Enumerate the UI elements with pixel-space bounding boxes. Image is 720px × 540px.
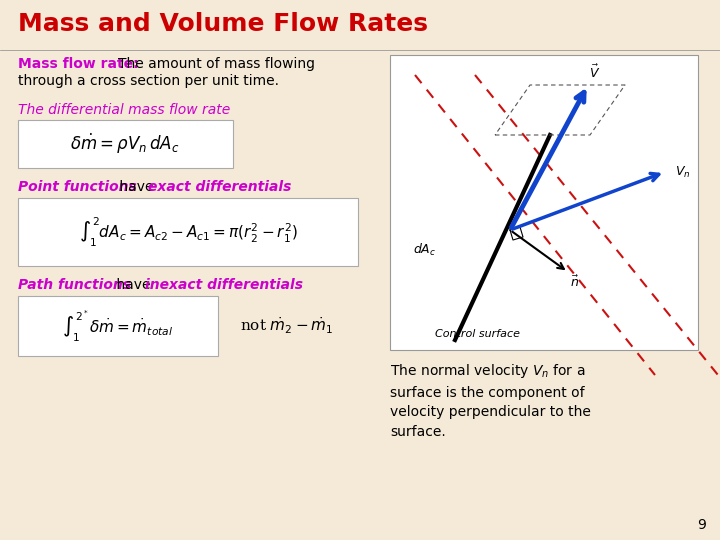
Text: inexact differentials: inexact differentials [145,278,303,292]
Text: Control surface: Control surface [435,329,520,339]
Text: The amount of mass flowing: The amount of mass flowing [118,57,315,71]
Text: $V_n$: $V_n$ [675,165,690,179]
Text: $\vec{V}$: $\vec{V}$ [590,63,600,80]
Text: Path functions: Path functions [18,278,131,292]
Text: $\delta\dot{m} = \rho V_n\, dA_c$: $\delta\dot{m} = \rho V_n\, dA_c$ [71,132,180,156]
Text: through a cross section per unit time.: through a cross section per unit time. [18,74,279,88]
Text: $\int_1^2 dA_c = A_{c2} - A_{c1} = \pi(r_2^2 - r_1^2)$: $\int_1^2 dA_c = A_{c2} - A_{c1} = \pi(r… [78,215,297,249]
Text: Mass flow rate:: Mass flow rate: [18,57,139,71]
Text: not $\dot{m}_2 - \dot{m}_1$: not $\dot{m}_2 - \dot{m}_1$ [240,316,333,336]
Bar [18,296,218,356]
Text: exact differentials: exact differentials [148,180,292,194]
Text: $\vec{n}$: $\vec{n}$ [570,274,580,289]
Text: $\int_1^{2^*} \delta\dot{m} = \dot{m}_{total}$: $\int_1^{2^*} \delta\dot{m} = \dot{m}_{t… [63,308,174,343]
Text: Point functions: Point functions [18,180,137,194]
Bar [390,55,698,350]
Text: have: have [115,180,158,194]
Text: Mass and Volume Flow Rates: Mass and Volume Flow Rates [18,12,428,36]
Text: 9: 9 [697,518,706,532]
Bar [18,198,358,266]
Text: The normal velocity $V_n$ for a
surface is the component of
velocity perpendicul: The normal velocity $V_n$ for a surface … [390,362,591,438]
Bar [18,120,233,168]
Text: The differential mass flow rate: The differential mass flow rate [18,103,230,117]
Text: $dA_c$: $dA_c$ [413,242,436,258]
Text: have: have [112,278,155,292]
